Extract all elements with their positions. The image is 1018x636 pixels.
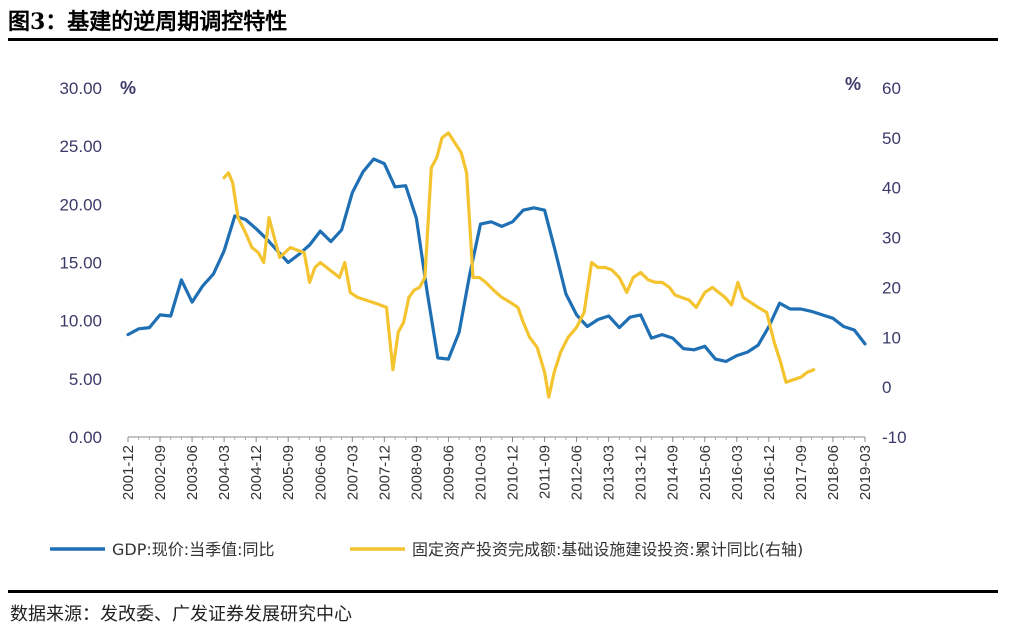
- chart: 0.00 5.00 10.00 15.00 20.00 25.00 30.00 % -10 0 10…: [50, 74, 907, 559]
- x-tick-label: 2010-12: [505, 445, 522, 500]
- left-tick-label: 5.00: [69, 370, 102, 389]
- x-tick-label: 2014-09: [665, 445, 682, 500]
- x-tick-label: 2002-09: [152, 445, 169, 500]
- right-tick-label: 0: [882, 378, 891, 397]
- chart-title: 图3：基建的逆周期调控特性: [8, 9, 288, 35]
- x-tick-label: 2011-09: [537, 445, 554, 499]
- x-tick-label: 2004-12: [248, 445, 265, 500]
- axes: 0.00 5.00 10.00 15.00 20.00 25.00 30.00 % -10 0 10…: [59, 74, 906, 500]
- title-rule: [8, 38, 998, 41]
- right-axis-unit: %: [845, 74, 861, 94]
- x-tick-label: 2019-03: [857, 445, 874, 500]
- x-tick-label: 2015-06: [697, 445, 714, 500]
- x-tick-label: 2006-06: [312, 445, 329, 500]
- left-tick-label: 15.00: [59, 254, 102, 273]
- left-tick-label: 0.00: [69, 428, 102, 447]
- x-tick-label: 2004-03: [216, 445, 233, 500]
- x-tick-label: 2016-12: [761, 445, 778, 500]
- x-tick-label: 2010-03: [472, 445, 489, 500]
- x-tick-label: 2005-09: [280, 445, 297, 500]
- left-tick-label: 20.00: [59, 195, 102, 214]
- right-tick-label: -10: [882, 428, 907, 447]
- left-axis-unit: %: [120, 78, 136, 98]
- legend-label: 固定资产投资完成额:基础设施建设投资:累计同比(右轴): [412, 540, 803, 559]
- right-tick-label: 60: [882, 79, 901, 98]
- x-tick-label: 2001-12: [120, 445, 137, 500]
- left-tick-label: 25.00: [59, 137, 102, 156]
- x-tick-label: 2007-03: [344, 445, 361, 500]
- x-tick-label: 2013-12: [633, 445, 650, 500]
- right-tick-label: 40: [882, 179, 901, 198]
- legend-label: GDP:现价:当季值:同比: [112, 540, 275, 559]
- right-tick-label: 30: [882, 229, 901, 248]
- series-lines: [126, 131, 867, 399]
- x-tick-label: 2003-06: [184, 445, 201, 500]
- x-tick-label: 2009-06: [440, 445, 457, 500]
- x-tick-label: 2017-09: [793, 445, 810, 500]
- right-tick-label: 50: [882, 129, 901, 148]
- source-note: 数据来源：发改委、广发证券发展研究中心: [10, 604, 352, 625]
- x-tick-label: 2018-06: [825, 445, 842, 500]
- source-rule: [8, 590, 998, 593]
- x-tick-label: 2008-09: [408, 445, 425, 500]
- right-tick-label: 10: [882, 328, 901, 347]
- left-tick-label: 30.00: [59, 79, 102, 98]
- legend: GDP:现价:当季值:同比 固定资产投资完成额:基础设施建设投资:累计同比(右轴): [50, 540, 803, 559]
- x-tick-label: 2012-06: [569, 445, 586, 500]
- x-tick-label: 2007-12: [376, 445, 393, 500]
- left-tick-label: 10.00: [59, 312, 102, 331]
- x-tick-label: 2016-03: [729, 445, 746, 500]
- infrastructure-series-line: [222, 131, 816, 399]
- right-tick-label: 20: [882, 278, 901, 297]
- x-tick-label: 2013-03: [601, 445, 618, 500]
- gdp-series-line: [126, 157, 867, 363]
